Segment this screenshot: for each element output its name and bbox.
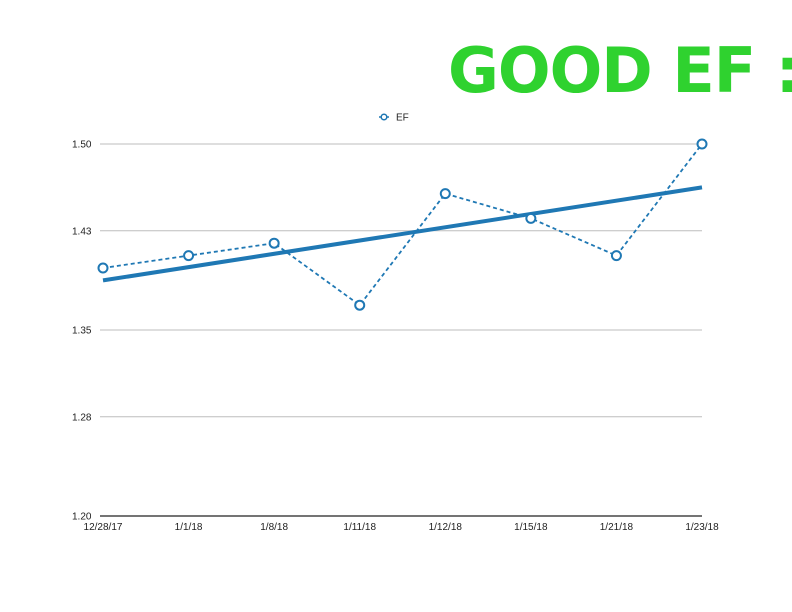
y-tick-label: 1.50 [72, 140, 92, 151]
headline-text: GOOD EF :) [448, 34, 792, 107]
gridlines [100, 143, 702, 517]
x-tick-label: 12/28/17 [84, 522, 123, 533]
data-point [354, 299, 366, 311]
x-tick-label: 1/23/18 [685, 522, 719, 533]
x-tick-label: 1/15/18 [514, 522, 548, 533]
legend-marker-swatch [380, 113, 388, 121]
legend-label: EF [396, 113, 409, 124]
data-point [97, 262, 109, 274]
x-tick-label: 1/21/18 [600, 522, 634, 533]
series-line-ef [102, 143, 703, 307]
series-group [97, 138, 708, 311]
data-point [183, 250, 195, 262]
y-tick-label: 1.43 [72, 226, 92, 237]
x-tick-label: 1/12/18 [429, 522, 463, 533]
x-axis-ticks: 12/28/17 1/1/18 1/8/18 1/11/18 1/12/18 1/15/1… [84, 522, 720, 533]
data-point [268, 237, 280, 249]
y-tick-label: 1.28 [72, 412, 92, 423]
legend: EF [379, 113, 409, 124]
y-tick-label: 1.20 [72, 512, 92, 523]
x-tick-label: 1/8/18 [260, 522, 288, 533]
y-tick-label: 1.35 [72, 326, 92, 337]
x-tick-label: 1/11/18 [343, 522, 376, 533]
data-point [696, 138, 708, 150]
trendline-group [102, 185, 703, 283]
data-point [439, 188, 451, 200]
data-point [525, 212, 537, 224]
y-axis-ticks: 1.20 1.28 1.35 1.43 1.50 [72, 140, 92, 523]
x-tick-label: 1/1/18 [175, 522, 203, 533]
data-point [610, 250, 622, 262]
trendline [102, 185, 703, 283]
